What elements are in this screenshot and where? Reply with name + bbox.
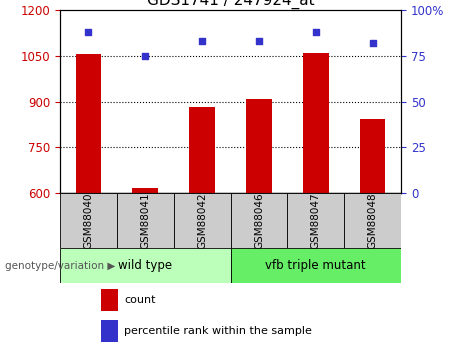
Text: GSM88048: GSM88048 bbox=[367, 193, 378, 249]
Bar bbox=[303, 53, 329, 193]
Point bbox=[369, 40, 376, 46]
Bar bbox=[344, 193, 401, 248]
Point bbox=[312, 30, 319, 35]
Point bbox=[198, 39, 206, 44]
Point bbox=[85, 30, 92, 35]
Bar bbox=[101, 289, 118, 311]
Text: GSM88046: GSM88046 bbox=[254, 193, 264, 249]
Bar bbox=[101, 320, 118, 342]
Text: genotype/variation ▶: genotype/variation ▶ bbox=[5, 261, 115, 270]
Bar bbox=[117, 193, 174, 248]
Bar bbox=[132, 188, 158, 193]
Bar bbox=[360, 119, 385, 193]
Text: count: count bbox=[124, 295, 156, 305]
Bar bbox=[246, 99, 272, 193]
Text: GSM88041: GSM88041 bbox=[140, 193, 150, 249]
Text: vfb triple mutant: vfb triple mutant bbox=[266, 259, 366, 272]
Text: GSM88042: GSM88042 bbox=[197, 193, 207, 249]
Text: percentile rank within the sample: percentile rank within the sample bbox=[124, 326, 313, 336]
Bar bbox=[230, 193, 287, 248]
Bar bbox=[60, 248, 230, 283]
Text: GSM88040: GSM88040 bbox=[83, 193, 94, 249]
Bar bbox=[287, 193, 344, 248]
Text: wild type: wild type bbox=[118, 259, 172, 272]
Bar bbox=[76, 54, 101, 193]
Title: GDS1741 / 247924_at: GDS1741 / 247924_at bbox=[147, 0, 314, 9]
Point bbox=[255, 39, 263, 44]
Bar bbox=[174, 193, 230, 248]
Bar bbox=[189, 107, 215, 193]
Text: GSM88047: GSM88047 bbox=[311, 193, 321, 249]
Point bbox=[142, 53, 149, 59]
Bar bbox=[60, 193, 117, 248]
Bar bbox=[230, 248, 401, 283]
